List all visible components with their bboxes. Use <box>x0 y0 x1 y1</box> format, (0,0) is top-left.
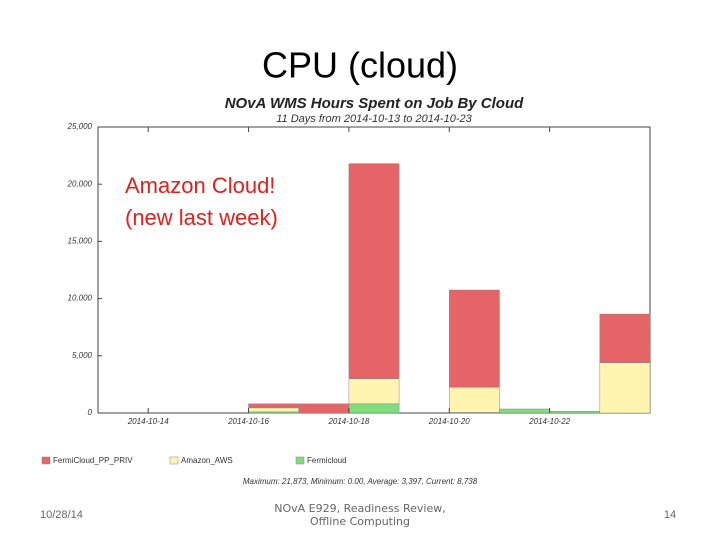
bar-segment <box>248 407 299 413</box>
annotation: (new last week) <box>125 205 278 230</box>
y-tick-label: 20,000 <box>67 179 93 188</box>
x-tick-label: 2014-10-16 <box>227 417 269 426</box>
bar-segment <box>449 387 500 413</box>
slide-title: CPU (cloud) <box>262 45 458 86</box>
legend-label: Amazon_AWS <box>181 456 233 465</box>
x-tick-label: 2014-10-22 <box>528 417 570 426</box>
annotation: Amazon Cloud! <box>125 173 275 198</box>
bar-segment <box>348 163 400 379</box>
legend-swatch <box>295 456 305 465</box>
legend-label: FermiCloud_PP_PRIV <box>53 456 133 465</box>
y-tick-label: 15,000 <box>68 237 93 246</box>
y-tick-label: 0 <box>88 408 93 417</box>
legend-swatch <box>169 456 179 465</box>
chart-stats: Maximum: 21,873, Minimum: 0.00, Average:… <box>243 477 478 486</box>
y-tick-label: 5,000 <box>72 351 93 360</box>
bar-segment <box>499 408 550 414</box>
bar-segment <box>599 313 651 363</box>
bar-segment <box>449 289 500 388</box>
x-tick-label: 2014-10-14 <box>127 417 169 426</box>
page-number: 14 <box>664 509 676 521</box>
footer: NOvA E929, Readiness Review, Offline Com… <box>274 502 446 528</box>
y-tick-label: 10,000 <box>68 294 93 303</box>
bar-segment <box>348 378 400 405</box>
bar-segment <box>599 362 651 414</box>
chart-subtitle: 11 Days from 2014-10-13 to 2014-10-23 <box>276 113 472 125</box>
bar-segment <box>348 403 400 414</box>
legend-label: Fermicloud <box>307 456 347 465</box>
bar-segment <box>248 403 299 409</box>
bar-segment <box>298 403 350 414</box>
x-tick-label: 2014-10-18 <box>327 417 369 426</box>
date: 10/28/14 <box>40 509 83 521</box>
bar-segment <box>549 411 601 414</box>
x-tick-label: 2014-10-20 <box>428 417 470 426</box>
chart-title: NOvA WMS Hours Spent on Job By Cloud <box>225 95 524 112</box>
y-tick-label: 25,000 <box>67 122 93 131</box>
legend-swatch <box>41 456 51 465</box>
